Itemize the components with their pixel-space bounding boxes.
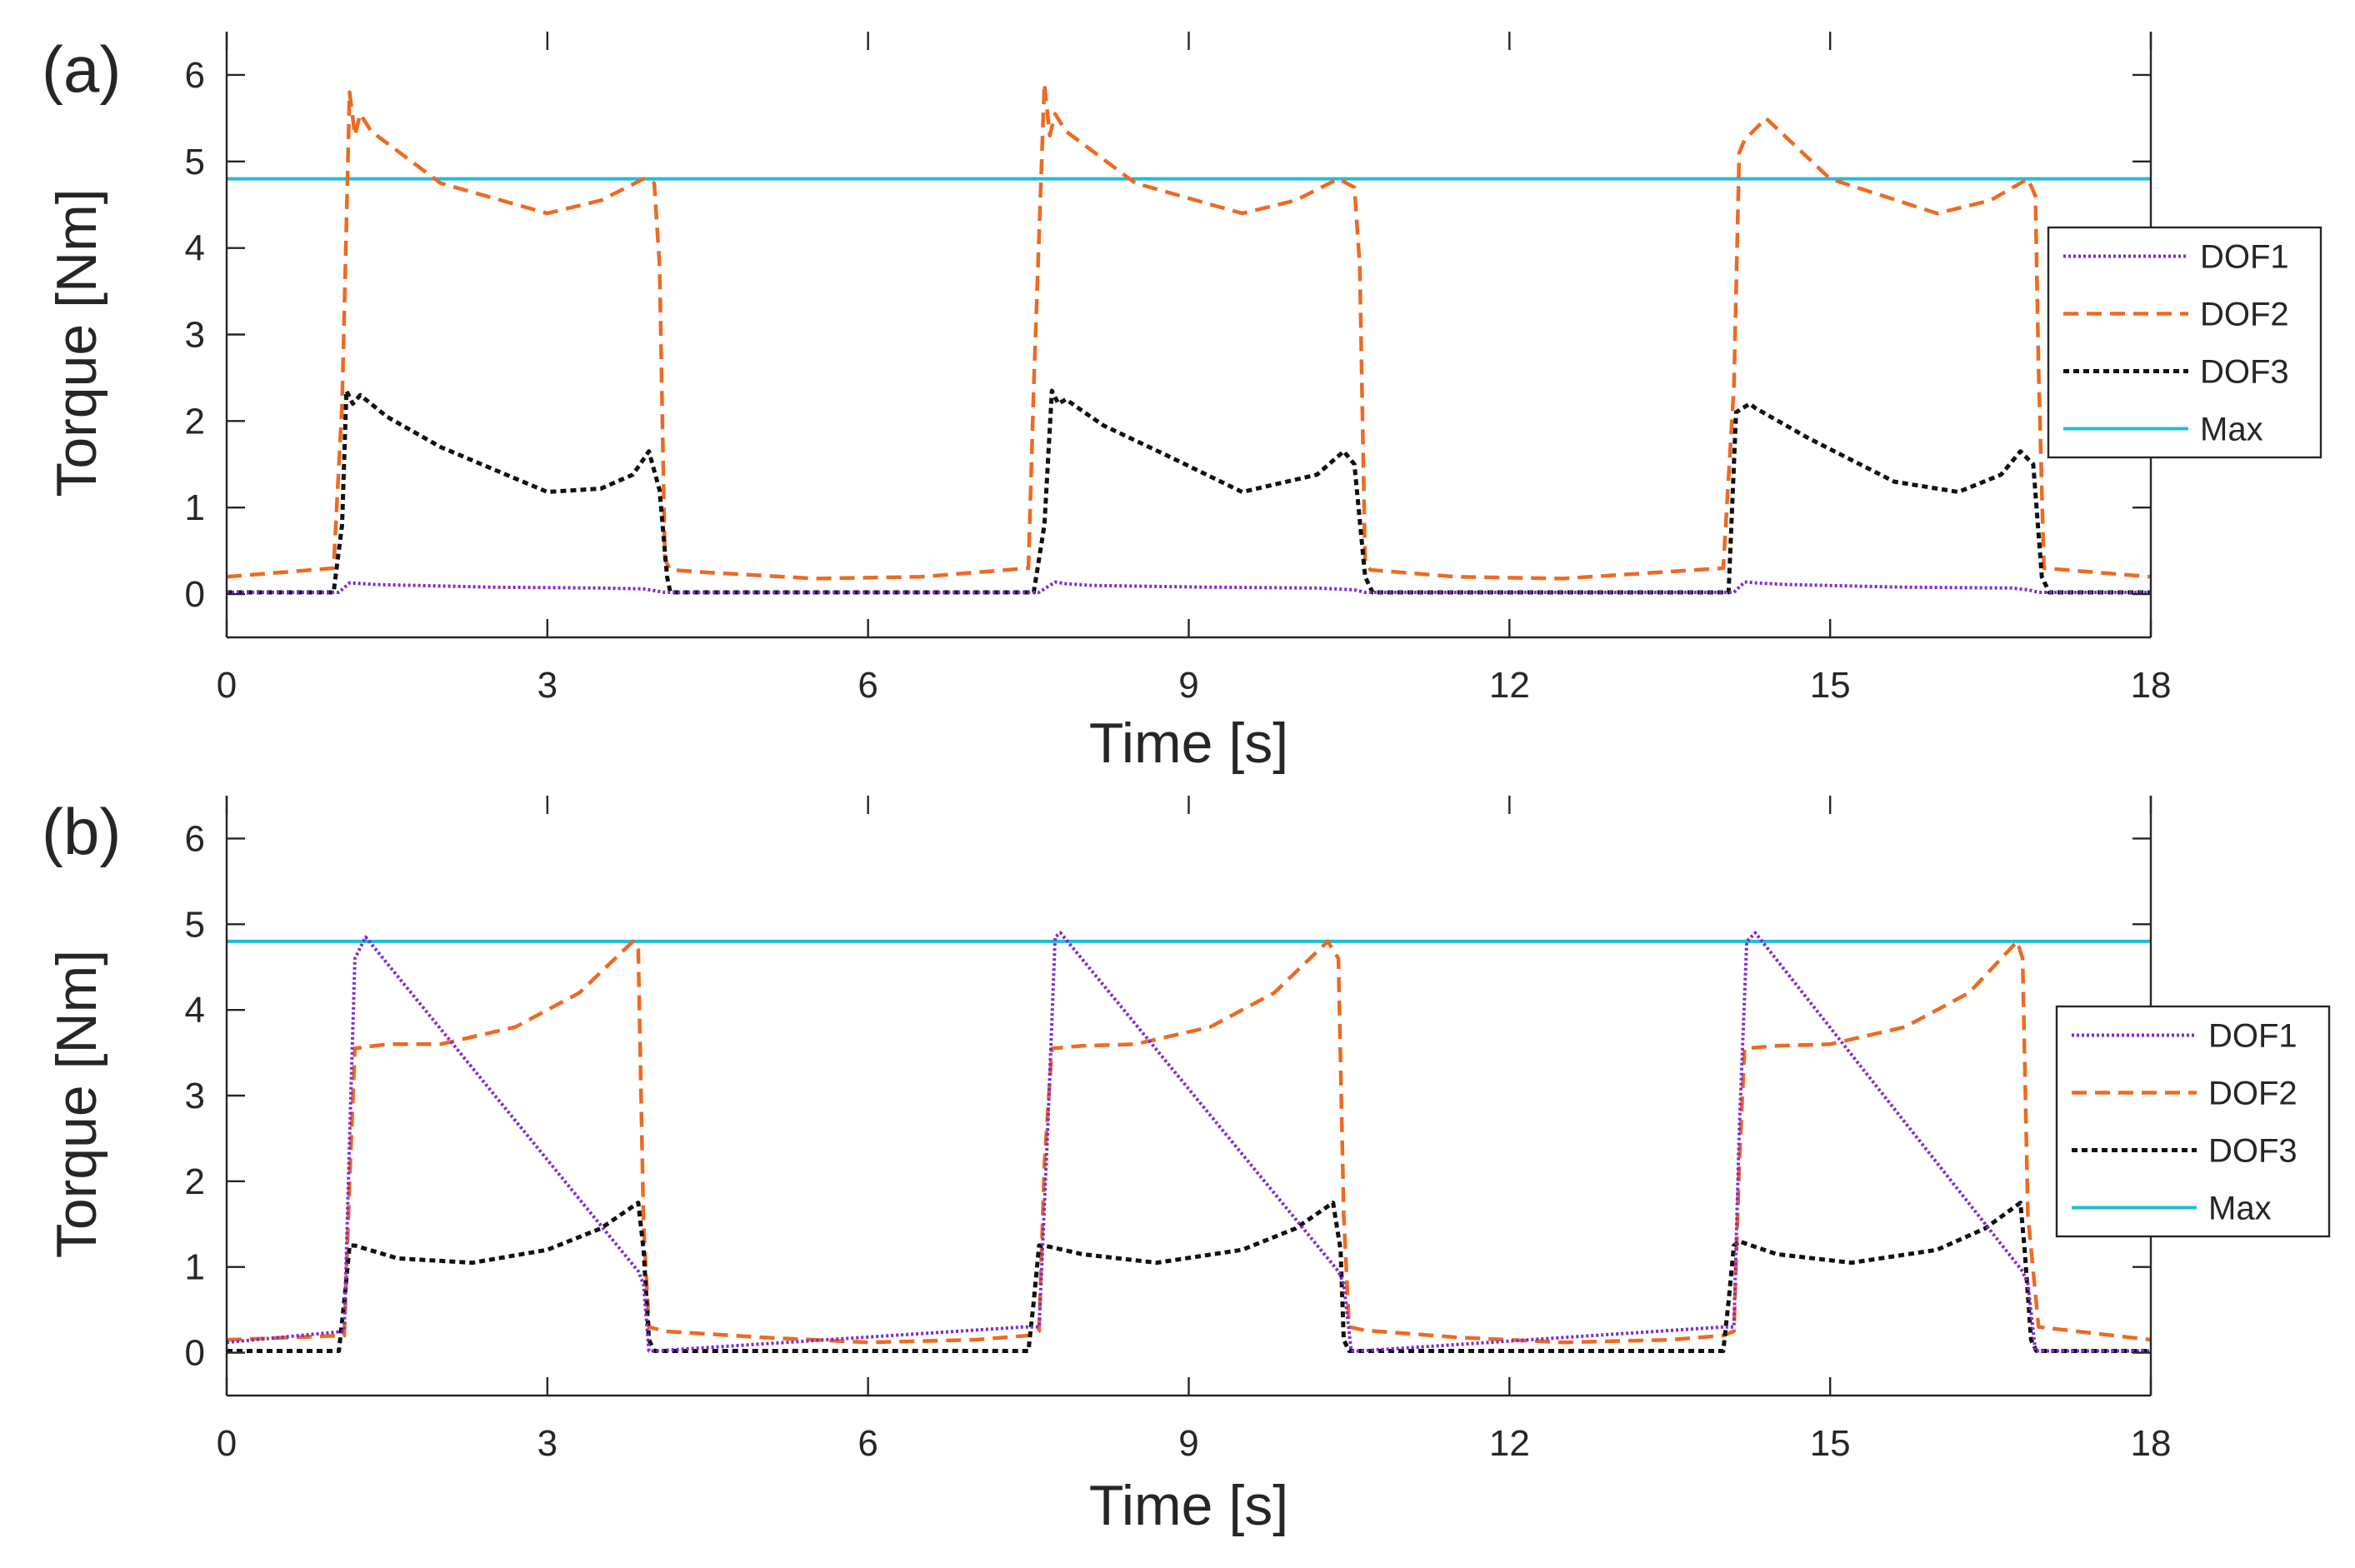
series-group (227, 931, 2151, 1353)
x-tick-label: 9 (1178, 1423, 1198, 1464)
x-tick-label: 9 (1178, 665, 1198, 706)
x-tick-label: 15 (1810, 1423, 1851, 1464)
y-tick-label: 6 (185, 818, 205, 859)
y-tick-label: 5 (185, 904, 205, 945)
series-line-dof2 (227, 82, 2151, 581)
y-tick-label: 2 (185, 1161, 205, 1202)
panel-label: (b) (42, 795, 121, 868)
y-tick-label: 4 (185, 990, 205, 1031)
legend-label-max: Max (2208, 1191, 2272, 1227)
legend-label-dof1: DOF1 (2200, 239, 2289, 276)
x-tick-label: 18 (2131, 1423, 2172, 1464)
y-tick-label: 0 (185, 574, 205, 615)
y-tick-label: 0 (185, 1333, 205, 1374)
series-line-dof3 (227, 1201, 2151, 1353)
legend-label-dof2: DOF2 (2208, 1076, 2298, 1112)
y-tick-label: 1 (185, 487, 205, 528)
legend: DOF1 DOF2 DOF3 Max (2047, 226, 2322, 459)
y-tick-label: 2 (185, 401, 205, 442)
legend-box (2047, 226, 2322, 459)
x-tick-label: 3 (538, 1423, 558, 1464)
legend-label-dof1: DOF1 (2208, 1018, 2298, 1055)
y-tick-label: 3 (185, 315, 205, 356)
panel-label: (a) (42, 32, 121, 106)
series-line-dof3 (227, 388, 2151, 595)
legend-label-dof3: DOF3 (2208, 1133, 2298, 1170)
legend-label-dof3: DOF3 (2200, 354, 2289, 391)
y-tick-label: 1 (185, 1247, 205, 1288)
x-tick-label: 15 (1810, 665, 1851, 706)
x-tick-label: 0 (217, 665, 237, 706)
x-axis-title: Time [s] (1089, 1474, 1288, 1537)
series-line-dof1 (227, 931, 2151, 1353)
legend-box (2055, 1005, 2331, 1238)
y-axis-title: Torque [Nm] (45, 950, 108, 1258)
y-tick-label: 3 (185, 1076, 205, 1116)
y-tick-label: 5 (185, 142, 205, 182)
y-tick-label: 6 (185, 55, 205, 96)
x-tick-label: 0 (217, 1423, 237, 1464)
series-group (227, 82, 2151, 595)
series-line-dof1 (227, 580, 2151, 594)
x-tick-label: 6 (858, 665, 878, 706)
x-tick-label: 3 (538, 665, 558, 706)
y-tick-label: 4 (185, 228, 205, 269)
legend-label-dof2: DOF2 (2200, 297, 2289, 333)
x-tick-label: 6 (858, 1423, 878, 1464)
legend-label-max: Max (2200, 412, 2263, 448)
legend: DOF1 DOF2 DOF3 Max (2055, 1005, 2331, 1238)
x-axis-title: Time [s] (1089, 712, 1288, 775)
x-tick-label: 18 (2131, 665, 2172, 706)
y-axis-title: Torque [Nm] (45, 188, 108, 497)
x-tick-label: 12 (1489, 665, 1530, 706)
series-line-dof2 (227, 939, 2151, 1345)
x-tick-label: 12 (1489, 1423, 1530, 1464)
